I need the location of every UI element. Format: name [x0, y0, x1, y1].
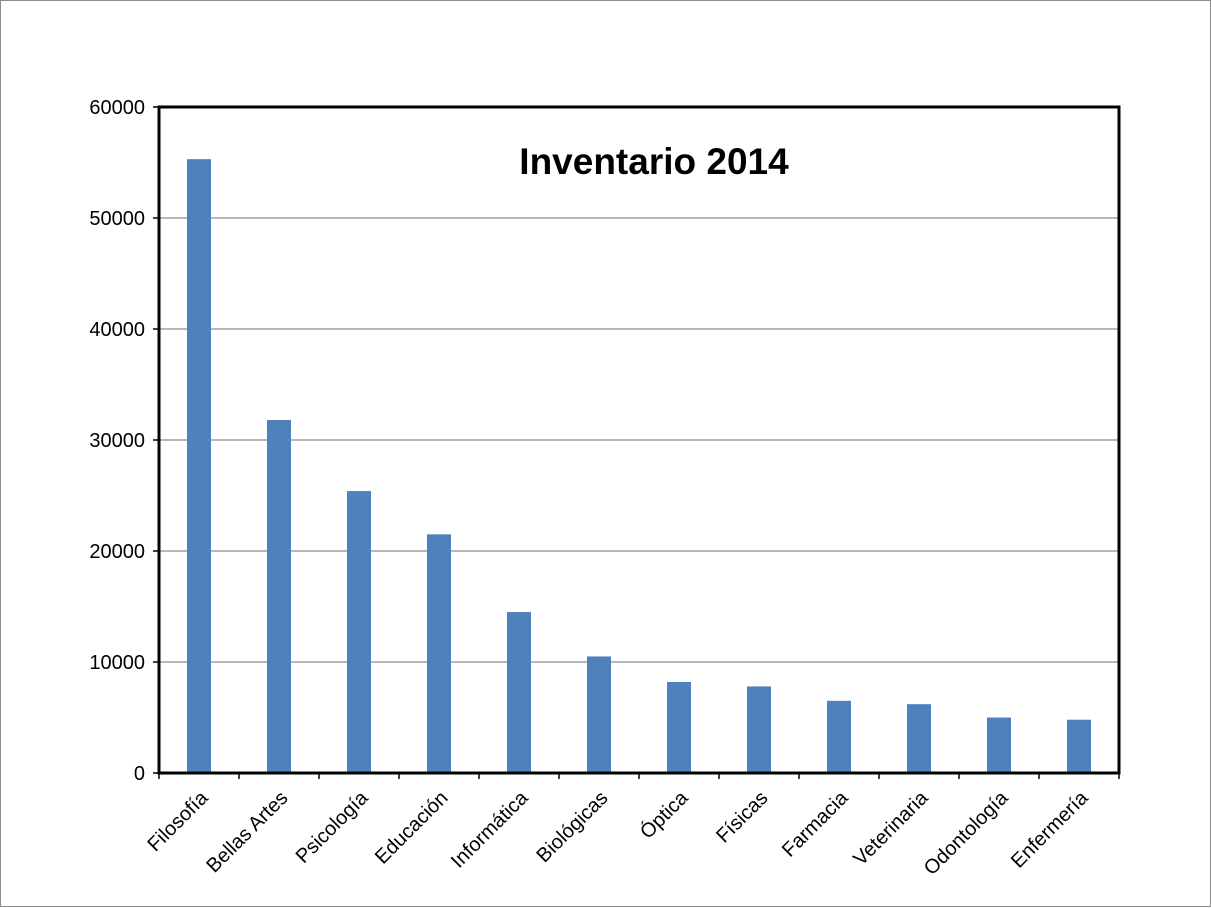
bar	[587, 656, 611, 773]
chart-title: Inventario 2014	[519, 141, 789, 182]
x-tick-label: Bellas Artes	[202, 787, 292, 877]
y-tick-label: 50000	[89, 208, 145, 230]
x-tick-label: Odontología	[920, 786, 1013, 879]
bar	[347, 491, 371, 773]
y-tick-labels: 0 10000 20000 30000 40000 50000 60000	[89, 97, 145, 785]
y-tick-label: 30000	[89, 430, 145, 452]
axes	[153, 105, 1121, 779]
y-tick-label: 20000	[89, 541, 145, 563]
bars	[187, 159, 1091, 774]
x-tick-label: Físicas	[712, 787, 772, 847]
bar	[187, 159, 211, 774]
x-tick-label: Veterinaria	[849, 786, 933, 870]
x-tick-label: Informática	[447, 786, 533, 872]
x-tick-label: Óptica	[635, 786, 693, 844]
gridlines	[159, 217, 1119, 663]
bar	[827, 700, 851, 773]
x-tick-label: Biológicas	[533, 787, 613, 867]
bar	[507, 612, 531, 773]
y-tick-label: 10000	[89, 652, 145, 674]
bar	[427, 534, 451, 773]
x-tick-label: Farmacia	[778, 786, 853, 861]
bar	[267, 420, 291, 773]
x-tick-label: Educación	[371, 787, 453, 869]
bar	[907, 704, 931, 773]
x-tick-label: Filosofía	[144, 786, 214, 856]
bar	[1067, 719, 1091, 773]
bar	[987, 717, 1011, 773]
y-tick-label: 0	[134, 763, 145, 785]
x-tick-label: Enfermería	[1007, 786, 1093, 872]
bar	[667, 681, 691, 773]
y-tick-label: 40000	[89, 319, 145, 341]
y-tick-label: 60000	[89, 97, 145, 119]
x-tick-label: Psicología	[292, 786, 373, 867]
bar	[747, 686, 771, 773]
